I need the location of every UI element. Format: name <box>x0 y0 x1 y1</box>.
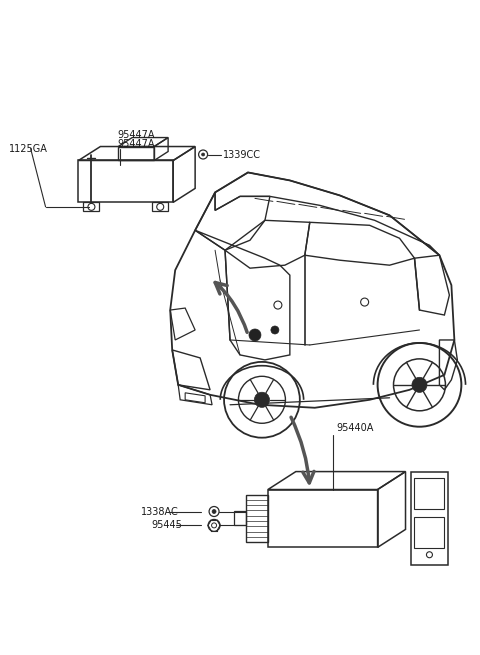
Text: 1339CC: 1339CC <box>223 149 261 160</box>
Circle shape <box>254 392 269 407</box>
Circle shape <box>212 510 216 514</box>
Circle shape <box>412 377 427 392</box>
Text: 95447A: 95447A <box>118 138 156 149</box>
Text: 95445: 95445 <box>151 520 182 531</box>
Circle shape <box>202 153 204 156</box>
Circle shape <box>271 326 279 334</box>
Text: 95447A: 95447A <box>118 130 156 140</box>
Text: 1338AC: 1338AC <box>141 506 179 517</box>
Text: 1125GA: 1125GA <box>9 143 48 153</box>
Circle shape <box>249 329 261 341</box>
Text: 95440A: 95440A <box>336 422 374 433</box>
